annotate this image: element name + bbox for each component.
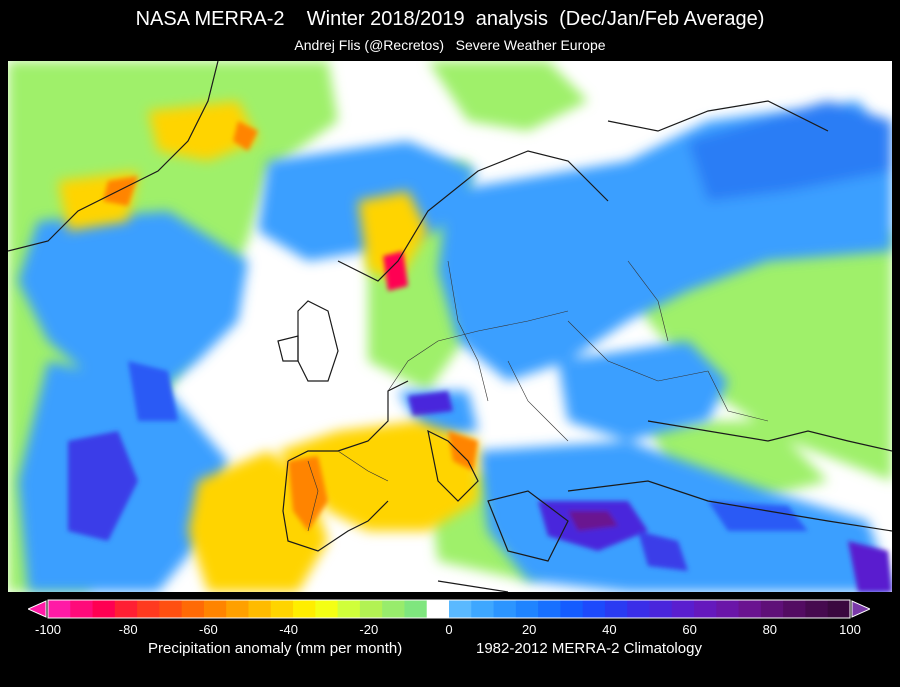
color-scale-segment <box>493 600 517 618</box>
map-subtitle: Andrej Flis (@Recretos) Severe Weather E… <box>294 37 606 53</box>
color-scale-segment <box>92 600 116 618</box>
color-scale-segment <box>315 600 339 618</box>
anomaly-field-orange <box>103 121 478 531</box>
color-scale-segment <box>515 600 539 618</box>
color-scale-segment <box>716 600 740 618</box>
color-scale-segment <box>70 600 94 618</box>
map-title: NASA MERRA-2 Winter 2018/2019 analysis (… <box>135 8 765 30</box>
color-scale-segment <box>538 600 561 618</box>
scale-tick-label: 20 <box>521 622 537 637</box>
color-scale-segment <box>471 600 495 618</box>
color-scale-segment <box>181 600 205 618</box>
scale-tick-label: 80 <box>762 622 778 637</box>
color-scale-segment <box>359 600 383 618</box>
color-scale-segment <box>114 600 138 618</box>
color-scale-segment <box>203 600 227 618</box>
scale-tick-label: -40 <box>279 622 298 637</box>
color-scale-segment <box>582 600 606 618</box>
color-scale-segment <box>337 600 361 618</box>
color-scale-segment <box>48 600 71 618</box>
color-scale-segment <box>449 600 472 618</box>
color-scale-segment <box>226 600 249 618</box>
scale-tick-label: -20 <box>359 622 379 637</box>
color-scale-segment <box>560 600 584 618</box>
color-scale-segments <box>48 600 851 618</box>
color-scale-segment <box>805 600 829 618</box>
color-scale-segment <box>293 600 316 618</box>
color-scale-segment <box>604 600 628 618</box>
color-scale-segment <box>159 600 183 618</box>
color-scale-segment <box>382 600 405 618</box>
scale-tick-label: 40 <box>602 622 617 637</box>
color-scale-segment <box>738 600 762 618</box>
scale-tick-label: -100 <box>34 622 62 637</box>
color-scale-segment <box>649 600 673 618</box>
country-borders <box>307 260 769 532</box>
anomaly-field-deep-blue <box>68 361 892 592</box>
scale-tick-label: 100 <box>839 622 861 637</box>
legend-label: Precipitation anomaly (mm per month) <box>148 640 403 657</box>
color-scale-segment <box>426 600 450 618</box>
color-scale-segment <box>760 600 784 618</box>
scale-tick-label: -80 <box>118 622 138 637</box>
scale-tick-label: 0 <box>445 622 453 637</box>
scale-tick-label: 60 <box>682 622 697 637</box>
color-scale-bar <box>28 599 870 619</box>
precipitation-anomaly-map <box>8 61 892 592</box>
scale-arrow-left <box>28 600 47 618</box>
coastlines <box>8 61 892 592</box>
scale-tick-label: -60 <box>198 622 218 637</box>
color-scale-segment <box>627 600 650 618</box>
color-scale-segment <box>248 600 272 618</box>
color-scale-segment <box>827 600 851 618</box>
color-scale-segment <box>270 600 294 618</box>
scale-arrow-right <box>851 600 870 618</box>
color-scale-segment <box>137 600 160 618</box>
color-scale-segment <box>671 600 695 618</box>
color-scale-segment <box>694 600 717 618</box>
color-scale-segment <box>404 600 428 618</box>
climatology-label: 1982-2012 MERRA-2 Climatology <box>476 640 702 657</box>
color-scale-segment <box>783 600 806 618</box>
